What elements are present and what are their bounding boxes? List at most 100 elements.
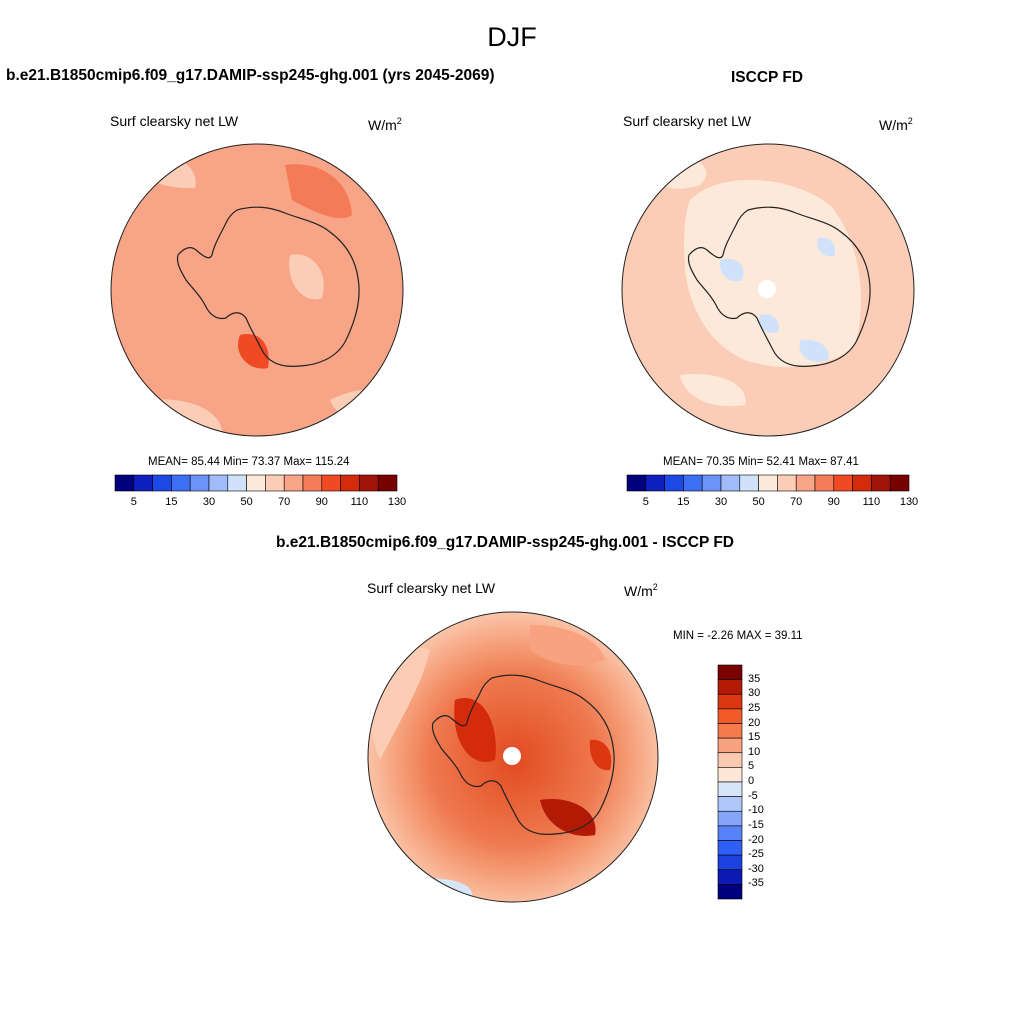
right-colorbar-bin	[758, 474, 778, 492]
bottom-map-pole-hole	[503, 747, 521, 765]
bottom-colorbar-bin	[717, 840, 743, 856]
bottom-colorbar-bin	[717, 679, 743, 695]
right-variable-label: Surf clearsky net LW	[623, 113, 752, 129]
left-colorbar-tick-label: 15	[165, 496, 178, 508]
right-colorbar-bin	[701, 474, 722, 492]
bottom-colorbar-tick-label: 5	[748, 760, 755, 773]
left-map-region-light-interior	[289, 254, 324, 300]
bottom-colorbar-bin	[717, 825, 743, 841]
bottom-colorbar-tick-label: -30	[748, 862, 764, 875]
left-colorbar-bin	[152, 474, 172, 492]
bottom-colorbar-tick-label: 30	[748, 687, 761, 700]
left-colorbar-bin	[283, 474, 304, 492]
left-map-region-hot-peninsula	[238, 334, 269, 369]
bottom-colorbar-tick-label: 10	[748, 745, 761, 758]
bottom-panel-title: b.e21.B1850cmip6.f09_g17.DAMIP-ssp245-gh…	[276, 534, 734, 551]
right-colorbar-tick-label: 5	[642, 496, 649, 508]
right-colorbar-bin	[777, 474, 797, 492]
bottom-colorbar-bin	[717, 767, 743, 783]
right-colorbar-bin	[720, 474, 741, 492]
left-colorbar-bin	[114, 474, 135, 492]
right-map-region-interior-pale	[684, 179, 862, 368]
bottom-colorbar-bin	[717, 693, 743, 710]
right-colorbar-bin	[626, 474, 647, 492]
right-colorbar-tick-label: 110	[862, 496, 881, 508]
bottom-stats-label: MIN = -2.26 MAX = 39.11	[673, 630, 803, 642]
right-units-label: W/m2	[879, 116, 913, 133]
right-colorbar-bin	[645, 474, 665, 492]
right-colorbar-bin	[871, 474, 891, 492]
bottom-colorbar-tick-label: -25	[748, 848, 764, 861]
left-colorbar-bin	[227, 474, 247, 492]
left-colorbar-tick-label: 30	[202, 496, 216, 508]
bottom-colorbar-tick-label: -20	[748, 833, 764, 846]
right-map-border	[621, 143, 915, 437]
left-polar-map	[110, 143, 404, 437]
bottom-colorbar-bin	[717, 796, 743, 812]
right-panel-title: ISCCP FD	[731, 69, 804, 86]
right-colorbar-bin	[683, 474, 703, 492]
bottom-colorbar-bin	[717, 810, 743, 827]
bottom-colorbar-bin	[717, 884, 743, 900]
right-map-pole-hole	[758, 280, 776, 298]
right-colorbar-tick-label: 30	[714, 496, 728, 508]
bottom-colorbar-bin	[717, 781, 743, 797]
left-stats-label: MEAN= 85.44 Min= 73.37 Max= 115.24	[148, 456, 350, 468]
bottom-colorbar-tick-label: 20	[748, 716, 761, 729]
bottom-colorbar	[717, 664, 743, 900]
left-colorbar-bin	[133, 474, 153, 492]
right-colorbar-tick-label: 90	[827, 496, 840, 508]
left-colorbar-bin	[265, 474, 285, 492]
left-colorbar-bin	[359, 474, 379, 492]
left-units-label: W/m2	[368, 116, 402, 133]
bottom-colorbar-bin	[717, 723, 743, 739]
right-polar-map	[621, 143, 915, 437]
right-colorbar-bin	[814, 474, 835, 492]
right-colorbar-bin	[852, 474, 872, 492]
left-colorbar-tick-label: 110	[350, 496, 369, 508]
right-map-region-pale-nw	[640, 154, 707, 189]
left-colorbar-bin	[246, 474, 266, 492]
right-colorbar-bin	[795, 474, 816, 492]
bottom-colorbar-tick-label: 0	[748, 775, 755, 787]
bottom-polar-map	[367, 611, 659, 903]
right-colorbar-tick-label: 130	[899, 496, 919, 508]
left-colorbar-bin	[377, 474, 398, 492]
left-colorbar-bin	[321, 474, 341, 492]
bottom-colorbar-tick-label: -15	[748, 818, 764, 831]
left-colorbar	[114, 474, 398, 492]
bottom-variable-label: Surf clearsky net LW	[367, 580, 496, 596]
bottom-colorbar-tick-label: 15	[748, 731, 761, 744]
left-map-region-light-se	[330, 389, 403, 428]
bottom-colorbar-bin	[717, 752, 743, 768]
right-colorbar-bin	[664, 474, 684, 492]
left-colorbar-bin	[208, 474, 229, 492]
right-map-region-cool-2	[799, 339, 829, 362]
bottom-map-region-hot-interior	[454, 698, 496, 762]
left-panel-title: b.e21.B1850cmip6.f09_g17.DAMIP-ssp245-gh…	[6, 67, 495, 84]
left-colorbar-tick-label: 130	[387, 496, 407, 508]
left-colorbar-tick-label: 90	[315, 496, 328, 508]
right-colorbar-bin	[889, 474, 910, 492]
bottom-colorbar-tick-label: 25	[748, 701, 761, 714]
bottom-map-region-hot-e	[589, 739, 612, 771]
left-colorbar-bin	[171, 474, 191, 492]
bottom-colorbar-bin	[717, 664, 743, 680]
right-map-region-pale-s	[680, 374, 746, 407]
left-colorbar-tick-label: 5	[130, 496, 137, 508]
left-map-background	[111, 144, 403, 436]
page-title: DJF	[487, 22, 537, 52]
right-colorbar-bin	[833, 474, 853, 492]
left-map-border	[110, 143, 404, 437]
bottom-colorbar-bin	[717, 854, 743, 871]
bottom-map-region-light-n	[530, 625, 605, 666]
left-map-region-light-nw	[138, 150, 196, 189]
right-colorbar-tick-label: 70	[790, 496, 803, 508]
left-colorbar-bin	[340, 474, 360, 492]
bottom-units-label: W/m2	[624, 582, 658, 599]
right-map-region-cool-3	[759, 314, 779, 334]
right-map-coastline	[687, 206, 871, 367]
right-colorbar	[626, 474, 910, 492]
left-colorbar-bin	[189, 474, 210, 492]
